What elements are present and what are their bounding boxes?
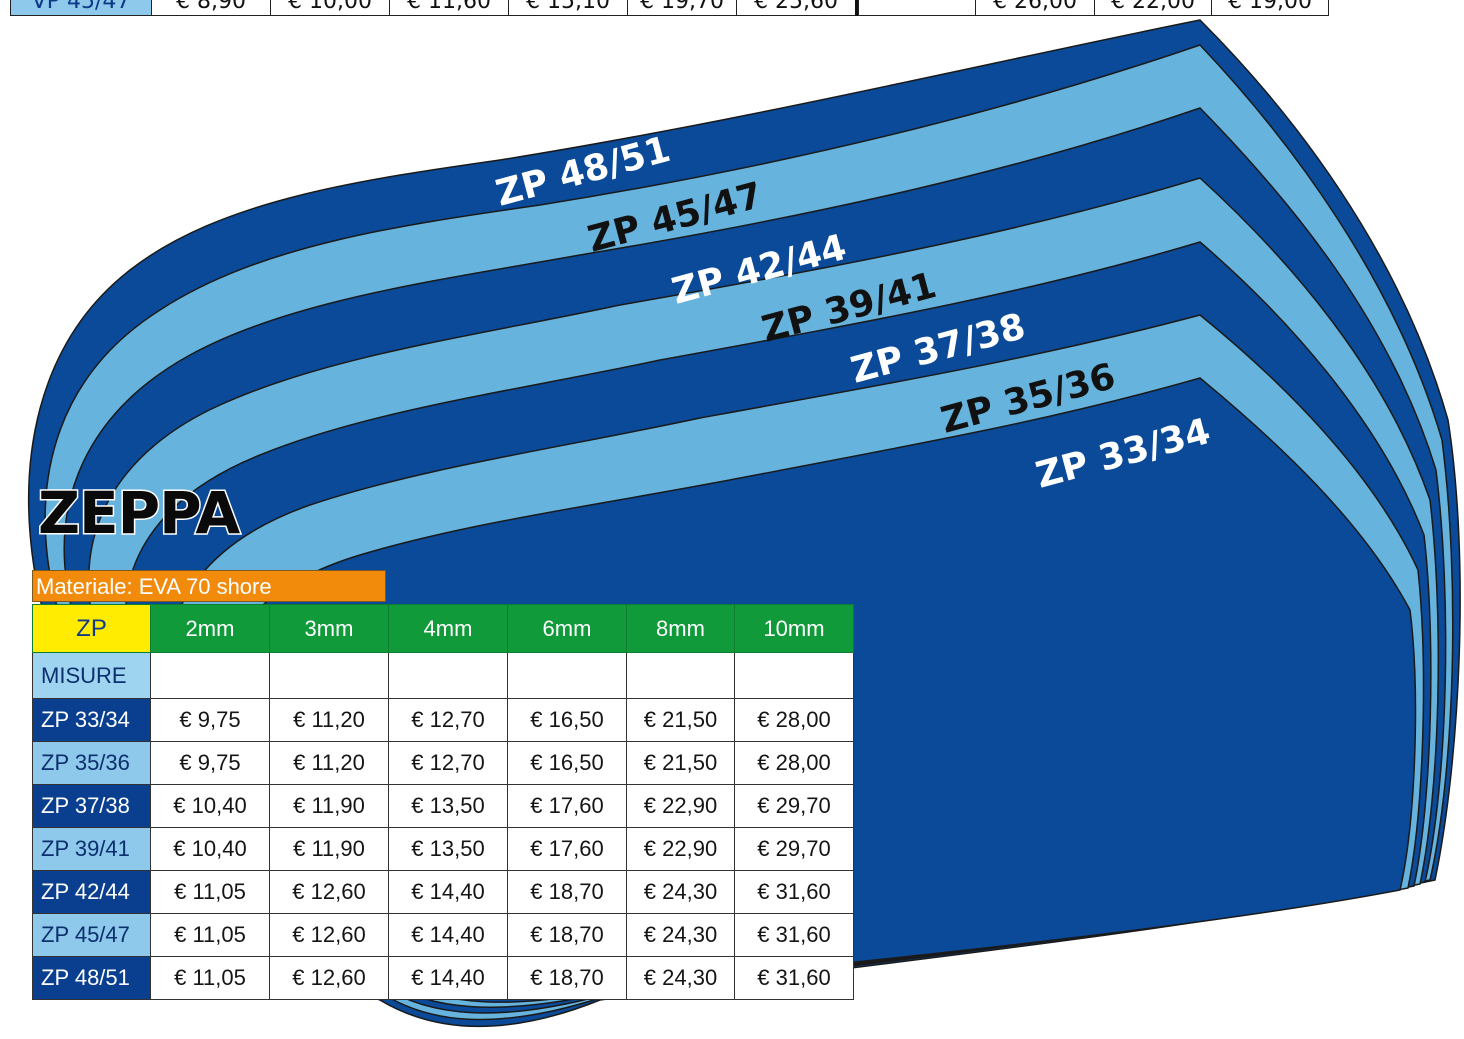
- price-cell: € 13,50: [388, 827, 508, 871]
- top-partial-price: € 11,60: [389, 0, 509, 16]
- price-cell: € 11,05: [150, 956, 270, 1000]
- price-cell: € 14,40: [388, 870, 508, 914]
- table-row: ZP 33/34 € 9,75 € 11,20 € 12,70 € 16,50 € 21,…: [32, 698, 854, 742]
- price-table: ZP 2mm 3mm 4mm 6mm 8mm 10mm MISURE ZP 33…: [32, 604, 854, 1000]
- price-cell: € 21,50: [626, 741, 735, 785]
- material-label: Materiale: EVA 70 shore: [32, 570, 386, 602]
- top-partial-row: VP 45/47 € 8,90 € 10,00 € 11,60 € 15,10 …: [10, 0, 858, 16]
- column-header: 6mm: [507, 604, 627, 653]
- misure-label: MISURE: [32, 652, 151, 699]
- top-partial-price: € 19,00: [1211, 0, 1329, 16]
- top-partial-row: € 26,00 € 22,00 € 19,00: [858, 0, 1329, 16]
- price-cell: € 9,75: [150, 741, 270, 785]
- column-header: 10mm: [734, 604, 854, 653]
- top-partial-price: € 19,70: [627, 0, 737, 16]
- column-header: 2mm: [150, 604, 270, 653]
- row-size-label: ZP 42/44: [32, 870, 151, 914]
- price-cell: € 29,70: [734, 784, 854, 828]
- price-cell: € 11,05: [150, 870, 270, 914]
- price-cell: € 17,60: [507, 784, 627, 828]
- empty-cell: [507, 652, 627, 699]
- price-cell: € 11,90: [269, 784, 389, 828]
- price-cell: € 22,90: [626, 784, 735, 828]
- price-cell: € 18,70: [507, 956, 627, 1000]
- top-partial-table-right: € 26,00 € 22,00 € 19,00: [858, 0, 1329, 16]
- row-size-label: ZP 48/51: [32, 956, 151, 1000]
- price-cell: € 11,20: [269, 741, 389, 785]
- price-cell: € 18,70: [507, 913, 627, 957]
- price-cell: € 24,30: [626, 870, 735, 914]
- table-row: ZP 42/44 € 11,05 € 12,60 € 14,40 € 18,70 € 24…: [32, 870, 854, 914]
- empty-cell: [626, 652, 735, 699]
- misure-row: MISURE: [32, 652, 854, 699]
- top-partial-price: € 26,00: [975, 0, 1095, 16]
- page-title: ZEPPA: [36, 479, 241, 547]
- price-cell: € 14,40: [388, 956, 508, 1000]
- row-size-label: ZP 37/38: [32, 784, 151, 828]
- empty-cell: [269, 652, 389, 699]
- price-cell: € 16,50: [507, 741, 627, 785]
- top-partial-price-strip: VP 45/47 € 8,90 € 10,00 € 11,60 € 15,10 …: [0, 0, 1464, 16]
- price-cell: € 14,40: [388, 913, 508, 957]
- price-cell: € 24,30: [626, 913, 735, 957]
- price-cell: € 31,60: [734, 870, 854, 914]
- table-corner-header: ZP: [32, 604, 151, 653]
- row-size-label: ZP 35/36: [32, 741, 151, 785]
- price-cell: € 12,60: [269, 913, 389, 957]
- table-row: ZP 45/47 € 11,05 € 12,60 € 14,40 € 18,70 € 24…: [32, 913, 854, 957]
- top-partial-price: € 25,60: [736, 0, 858, 16]
- price-cell: € 18,70: [507, 870, 627, 914]
- column-header: 4mm: [388, 604, 508, 653]
- empty-cell: [734, 652, 854, 699]
- price-cell: € 21,50: [626, 698, 735, 742]
- table-header-row: ZP 2mm 3mm 4mm 6mm 8mm 10mm: [32, 604, 854, 653]
- price-cell: € 13,50: [388, 784, 508, 828]
- price-cell: € 22,90: [626, 827, 735, 871]
- row-size-label: ZP 33/34: [32, 698, 151, 742]
- empty-cell: [388, 652, 508, 699]
- top-partial-price: € 15,10: [508, 0, 628, 16]
- top-partial-price: € 22,00: [1094, 0, 1212, 16]
- price-cell: € 12,70: [388, 741, 508, 785]
- price-cell: € 17,60: [507, 827, 627, 871]
- table-row: ZP 39/41 € 10,40 € 11,90 € 13,50 € 17,60 € 22…: [32, 827, 854, 871]
- price-cell: € 11,20: [269, 698, 389, 742]
- column-header: 8mm: [626, 604, 735, 653]
- empty-cell: [150, 652, 270, 699]
- price-cell: € 28,00: [734, 741, 854, 785]
- price-cell: € 10,40: [150, 827, 270, 871]
- top-partial-size-label: VP 45/47: [10, 0, 152, 16]
- table-row: ZP 48/51 € 11,05 € 12,60 € 14,40 € 18,70 € 24…: [32, 956, 854, 1000]
- price-cell: € 31,60: [734, 956, 854, 1000]
- price-cell: € 10,40: [150, 784, 270, 828]
- price-cell: € 12,70: [388, 698, 508, 742]
- row-size-label: ZP 45/47: [32, 913, 151, 957]
- price-cell: € 11,90: [269, 827, 389, 871]
- top-partial-cell: [858, 0, 976, 16]
- top-partial-table-left: VP 45/47 € 8,90 € 10,00 € 11,60 € 15,10 …: [10, 0, 858, 16]
- price-cell: € 24,30: [626, 956, 735, 1000]
- table-row: ZP 37/38 € 10,40 € 11,90 € 13,50 € 17,60 € 22…: [32, 784, 854, 828]
- price-cell: € 31,60: [734, 913, 854, 957]
- table-row: ZP 35/36 € 9,75 € 11,20 € 12,70 € 16,50 € 21,…: [32, 741, 854, 785]
- price-cell: € 12,60: [269, 956, 389, 1000]
- top-partial-price: € 8,90: [151, 0, 271, 16]
- price-cell: € 9,75: [150, 698, 270, 742]
- price-cell: € 16,50: [507, 698, 627, 742]
- price-cell: € 11,05: [150, 913, 270, 957]
- price-cell: € 29,70: [734, 827, 854, 871]
- price-cell: € 28,00: [734, 698, 854, 742]
- column-header: 3mm: [269, 604, 389, 653]
- row-size-label: ZP 39/41: [32, 827, 151, 871]
- price-cell: € 12,60: [269, 870, 389, 914]
